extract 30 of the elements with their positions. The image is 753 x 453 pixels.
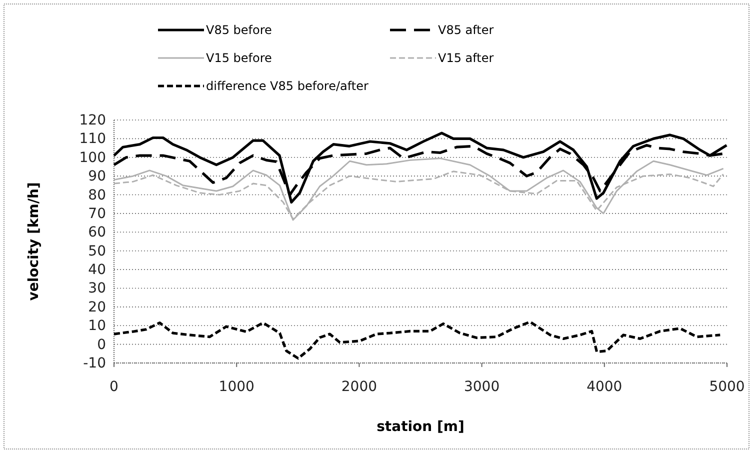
y-axis-title: velocity [km/h] — [26, 182, 42, 301]
y-tick-label: 20 — [88, 299, 106, 316]
x-tick-label: 5000 — [709, 378, 745, 395]
legend-label: V15 before — [206, 51, 272, 65]
y-tick-label: 90 — [88, 168, 106, 185]
line-series — [113, 158, 724, 221]
legend-label: V85 after — [438, 23, 494, 37]
y-tick-label: 10 — [88, 318, 106, 334]
y-tick-label: 60 — [88, 224, 106, 241]
y-tick-label: 110 — [79, 131, 106, 148]
y-tick-label: 100 — [79, 150, 106, 166]
legend-label: V85 before — [206, 23, 272, 37]
y-tick-label: 50 — [88, 243, 106, 260]
line-series — [112, 320, 722, 360]
line-series — [112, 132, 728, 204]
x-tick-label: 0 — [110, 378, 118, 395]
y-tick-label: 80 — [88, 187, 106, 204]
y-tick-label: 30 — [88, 280, 106, 297]
x-tick-label: 1000 — [218, 378, 254, 395]
legend-label: difference V85 before/after — [206, 79, 368, 93]
x-tick-label: 3000 — [464, 378, 500, 395]
x-axis-title: station [m] — [376, 419, 464, 435]
legend-label: V15 after — [438, 51, 494, 65]
y-tick-label: 0 — [97, 336, 106, 353]
y-tick-label: 70 — [88, 206, 106, 222]
x-tick-label: 4000 — [586, 378, 622, 395]
y-tick-label: -10 — [83, 355, 106, 372]
y-tick-label: 40 — [88, 262, 106, 278]
x-tick-label: 2000 — [341, 378, 378, 395]
y-tick-label: 120 — [79, 112, 106, 128]
